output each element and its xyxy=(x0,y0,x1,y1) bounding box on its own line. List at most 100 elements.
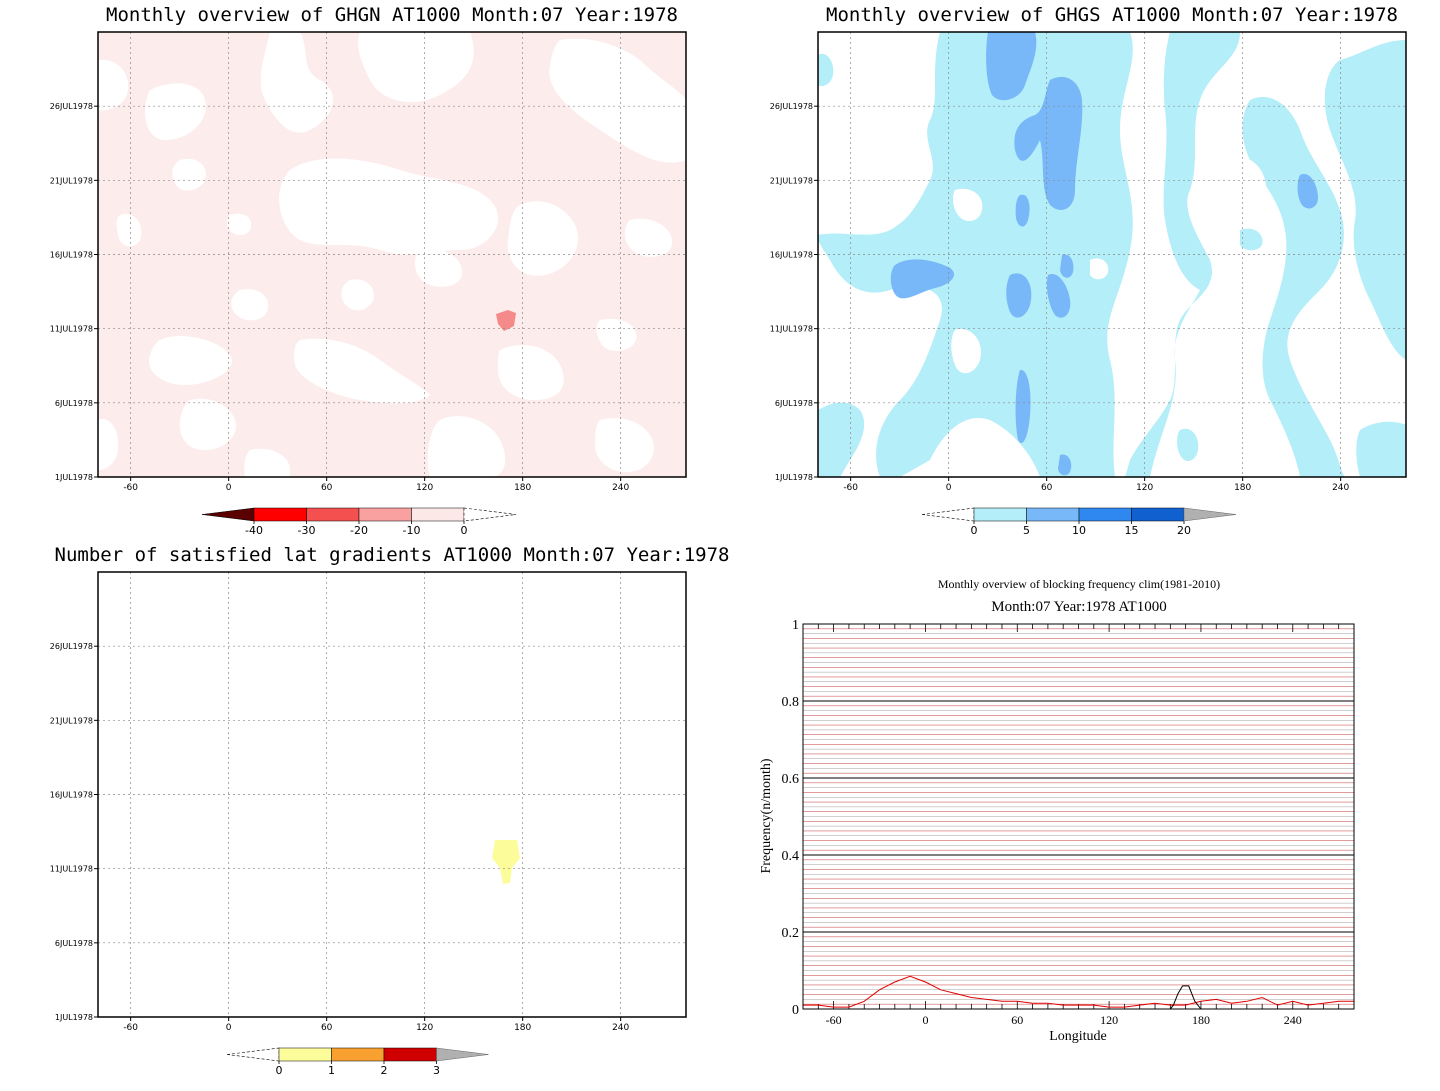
blocking-ylabel: Frequency(n/month) xyxy=(759,758,774,873)
panel-ghgs: Monthly overview of GHGS AT1000 Month:07… xyxy=(770,4,1407,537)
latgrad-colorbar: 0 1 2 3 xyxy=(226,1047,489,1077)
ghgn-white-region xyxy=(98,59,129,111)
ghgn-white-region xyxy=(172,158,206,191)
latgrad-x-tick-label: 120 xyxy=(416,1023,433,1033)
ghgn-white-region xyxy=(624,218,673,257)
ghgn-white-region xyxy=(596,318,637,352)
ghgn-x-tick-label: 60 xyxy=(321,483,333,493)
latgrad-y-axis: 1JUL1978 6JUL1978 11JUL1978 16JUL1978 21JUL1… xyxy=(50,642,98,1022)
latgrad-y-tick-label: 26JUL1978 xyxy=(50,642,93,651)
ghgn-white-region xyxy=(595,418,654,473)
ghgs-colorbar-max-triangle xyxy=(1183,507,1237,522)
ghgs-colorbar-min-triangle xyxy=(921,507,975,522)
ghgs-mid-blue-region xyxy=(1297,174,1318,209)
ghgn-white-region xyxy=(358,32,474,103)
ghgn-colorbar-label: 0 xyxy=(461,524,468,537)
ghgn-field xyxy=(98,32,686,477)
ghgs-colorbar-box xyxy=(973,507,1027,522)
ghgn-white-region xyxy=(414,248,463,287)
ghgn-colorbar: -40 -30 -20 -10 0 xyxy=(201,507,517,537)
blocking-y-tick-label: 0.2 xyxy=(782,926,800,941)
ghgs-mid-blue-region xyxy=(1014,76,1083,210)
ghgs-x-tick-label: 120 xyxy=(1136,483,1153,493)
ghgs-colorbar-label: 5 xyxy=(1023,524,1030,537)
ghgs-x-axis: -60 0 60 120 180 240 xyxy=(843,477,1350,493)
blocking-x-tick-label: 240 xyxy=(1284,1013,1302,1027)
panel-lat-gradients: Number of satisfied lat gradients AT1000… xyxy=(50,544,730,1077)
latgrad-title: Number of satisfied lat gradients AT1000… xyxy=(55,544,730,566)
ghgn-colorbar-label: -30 xyxy=(298,524,316,537)
ghgs-y-tick-label: 11JUL1978 xyxy=(770,325,813,334)
ghgn-title: Monthly overview of GHGN AT1000 Month:07… xyxy=(106,4,678,26)
blocking-subtitle: Month:07 Year:1978 AT1000 xyxy=(991,599,1166,615)
blocking-y-tick-label: 0 xyxy=(792,1003,799,1018)
panel-blocking-frequency: Monthly overview of blocking frequency c… xyxy=(759,577,1355,1044)
ghgn-y-tick-label: 16JUL1978 xyxy=(50,251,93,260)
ghgn-white-region xyxy=(293,338,430,404)
ghgn-white-region xyxy=(149,335,232,385)
latgrad-y-tick-label: 16JUL1978 xyxy=(50,791,93,800)
ghgs-light-blue-region xyxy=(818,402,865,477)
latgrad-colorbar-label: 1 xyxy=(328,1064,335,1077)
ghgs-field xyxy=(818,32,1406,477)
latgrad-y-tick-label: 1JUL1978 xyxy=(55,1013,93,1022)
latgrad-gridlines xyxy=(98,572,686,1017)
ghgn-white-region xyxy=(549,38,686,163)
ghgs-light-blue-region xyxy=(1242,96,1345,477)
ghgn-x-tick-label: 180 xyxy=(514,483,531,493)
latgrad-x-tick-label: -60 xyxy=(123,1023,138,1033)
ghgs-y-axis: 1JUL1978 6JUL1978 11JUL1978 16JUL1978 21JUL1… xyxy=(770,102,818,482)
ghgs-title: Monthly overview of GHGS AT1000 Month:07… xyxy=(826,4,1398,26)
blocking-x-axis: -60 0 60 120 180 240 xyxy=(826,1013,1302,1027)
ghgs-light-blue-region xyxy=(818,53,834,87)
ghgn-y-tick-label: 1JUL1978 xyxy=(55,473,93,482)
ghgn-x-tick-label: 0 xyxy=(226,483,232,493)
ghgn-colorbar-min-triangle xyxy=(201,507,255,522)
latgrad-x-tick-label: 180 xyxy=(514,1023,531,1033)
ghgn-white-region xyxy=(145,83,206,140)
ghgn-white-region xyxy=(260,32,334,133)
ghgs-mid-blue-region xyxy=(1006,273,1032,318)
latgrad-yellow-patch xyxy=(492,840,520,884)
ghgn-y-tick-label: 26JUL1978 xyxy=(50,102,93,111)
ghgn-negative-patch xyxy=(496,310,516,331)
ghgn-colorbar-label: -40 xyxy=(245,524,263,537)
ghgs-mid-blue-region xyxy=(1046,274,1071,318)
ghgs-colorbar-box xyxy=(1026,507,1080,522)
latgrad-x-tick-label: 60 xyxy=(321,1023,333,1033)
ghgs-white-hole xyxy=(1140,238,1156,261)
ghgn-x-axis: -60 0 60 120 180 240 xyxy=(123,477,630,493)
ghgs-light-blue-region xyxy=(1177,428,1199,462)
ghgs-white-hole xyxy=(1218,156,1266,207)
ghgs-colorbar: 0 5 10 15 20 xyxy=(921,507,1237,537)
blocking-y-tick-label: 0.4 xyxy=(782,849,800,864)
ghgn-white-region xyxy=(244,448,290,477)
ghgs-y-tick-label: 26JUL1978 xyxy=(770,102,813,111)
ghgs-light-blue-region xyxy=(1356,421,1406,477)
ghgn-white-region xyxy=(507,201,579,276)
ghgn-y-tick-label: 21JUL1978 xyxy=(50,176,93,185)
ghgs-x-tick-label: 180 xyxy=(1234,483,1251,493)
ghgs-x-tick-label: -60 xyxy=(843,483,858,493)
ghgs-x-tick-label: 240 xyxy=(1332,483,1349,493)
latgrad-y-tick-label: 11JUL1978 xyxy=(50,865,93,874)
blocking-y-tick-label: 0.6 xyxy=(782,772,800,787)
ghgn-white-region xyxy=(498,345,564,400)
ghgn-x-tick-label: 120 xyxy=(416,483,433,493)
blocking-y-tick-label: 1 xyxy=(792,618,799,633)
blocking-x-tick-label: -60 xyxy=(826,1013,842,1027)
ghgn-x-tick-label: 240 xyxy=(612,483,629,493)
ghgs-mid-blue-region xyxy=(1015,369,1031,443)
ghgn-white-region xyxy=(179,398,236,450)
ghgs-light-blue-region xyxy=(1125,32,1240,477)
ghgn-white-region xyxy=(116,214,142,247)
ghgs-colorbar-label: 0 xyxy=(971,524,978,537)
ghgn-x-tick-label: -60 xyxy=(123,483,138,493)
ghgs-y-tick-label: 21JUL1978 xyxy=(770,176,813,185)
ghgn-white-region xyxy=(98,419,119,470)
ghgn-colorbar-box xyxy=(253,507,307,522)
latgrad-colorbar-box xyxy=(383,1047,437,1062)
ghgs-y-tick-label: 1JUL1978 xyxy=(775,473,813,482)
blocking-y-axis: 0 0.2 0.4 0.6 0.8 1 xyxy=(782,618,800,1018)
